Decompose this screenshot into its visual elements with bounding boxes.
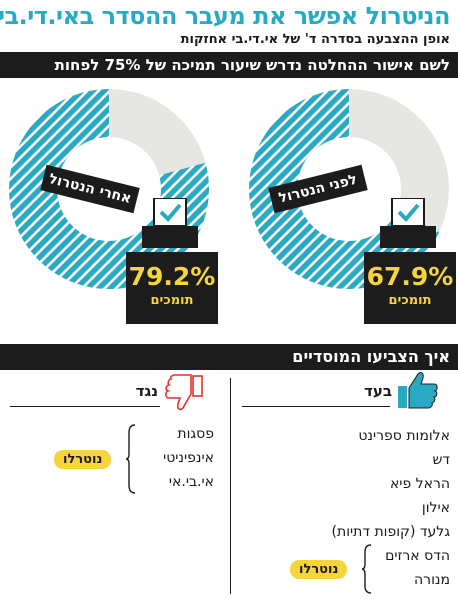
ballot-box-icon bbox=[380, 197, 436, 248]
column-divider bbox=[230, 378, 231, 594]
list-item: הראל פיא bbox=[389, 476, 450, 492]
list-item: אילון bbox=[421, 500, 450, 516]
donut-after-support-arc bbox=[9, 89, 209, 289]
list-item: מנורה bbox=[414, 572, 450, 588]
ballot-box-icon bbox=[142, 197, 198, 248]
percent-after-caption: תומכים bbox=[150, 293, 194, 308]
thumbs-up-icon bbox=[396, 370, 440, 410]
percent-box-before: 67.9% תומכים bbox=[364, 252, 456, 324]
against-heading-rule bbox=[10, 406, 160, 407]
list-item: אינפיניטי bbox=[163, 450, 214, 466]
list-item: אי.בי.אי bbox=[168, 474, 214, 490]
list-item: אלומות ספרינט bbox=[358, 428, 450, 444]
percent-box-after: 79.2% תומכים bbox=[126, 252, 218, 324]
donut-after bbox=[4, 84, 214, 294]
against-heading: נגד bbox=[135, 382, 158, 400]
for-neutralized-bracket bbox=[361, 544, 372, 594]
for-heading-rule bbox=[242, 406, 390, 407]
percent-before-caption: תומכים bbox=[388, 293, 432, 308]
institutions-banner: איך הצביעו המוסדיים bbox=[0, 344, 458, 370]
against-neutralized-badge: נוטרלו bbox=[54, 450, 112, 469]
against-neutralized-bracket bbox=[125, 424, 136, 494]
page-subtitle: אופן ההצבעה בסדרה ד' של אי.די.בי אחזקות bbox=[180, 32, 450, 47]
percent-before: 67.9% bbox=[366, 262, 454, 291]
list-item: דש bbox=[432, 452, 450, 468]
page-title: הניטרול אפשר את מעבר ההסדר באי.די.בי bbox=[0, 2, 451, 30]
thumbs-down-icon bbox=[164, 374, 204, 412]
for-neutralized-badge: נוטרלו bbox=[290, 560, 348, 579]
threshold-banner: לשם אישור ההחלטה נדרש שיעור תמיכה של 75%… bbox=[0, 52, 458, 78]
percent-after: 79.2% bbox=[128, 262, 216, 291]
list-item: פסגות bbox=[177, 426, 214, 442]
list-item: הדס ארזים bbox=[385, 548, 450, 564]
for-heading: בעד bbox=[364, 382, 392, 400]
list-item: גלעד (קופות דתיות) bbox=[331, 524, 450, 540]
